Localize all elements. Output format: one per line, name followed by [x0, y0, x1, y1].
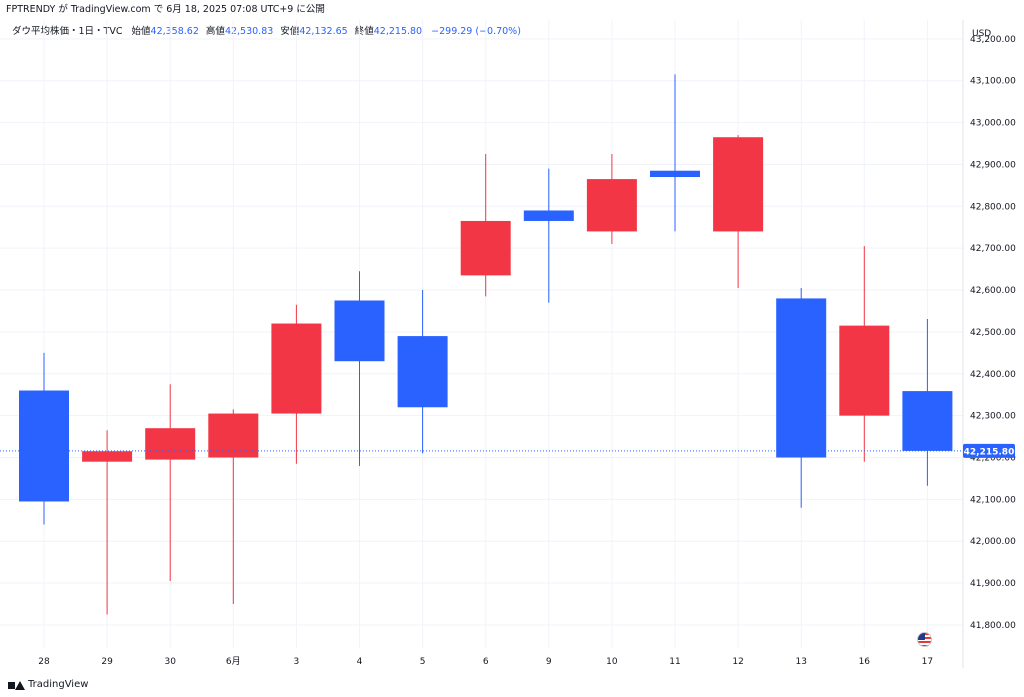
currency-label: USD — [972, 29, 991, 39]
x-tick-label: 9 — [546, 657, 552, 667]
publish-info: FPTRENDY が TradingView.com で 6月 18, 2025… — [6, 4, 325, 15]
last-price-badge — [963, 443, 1015, 458]
candle-body — [460, 220, 511, 276]
candle-body — [776, 298, 827, 458]
y-tick-label: 43,200.00 — [970, 35, 1016, 45]
candle[interactable] — [460, 153, 511, 297]
candle-body — [650, 170, 700, 177]
close-value: 42,215.80 — [373, 26, 423, 37]
open-value: 42,358.62 — [150, 26, 199, 37]
candle[interactable] — [839, 246, 890, 462]
candle-body — [839, 325, 890, 416]
x-tick-label: 3 — [294, 657, 300, 667]
candle-body — [145, 428, 196, 460]
y-tick-label: 42,400.00 — [970, 370, 1016, 380]
candle[interactable] — [145, 384, 196, 582]
y-tick-label: 41,900.00 — [970, 579, 1016, 589]
candle[interactable] — [776, 287, 827, 508]
candle-body — [902, 391, 953, 451]
candle[interactable] — [713, 135, 764, 288]
brand-label: TradingView — [28, 679, 89, 690]
candle[interactable] — [82, 430, 133, 615]
y-tick-label: 42,100.00 — [970, 495, 1016, 505]
x-tick-label: 11 — [669, 657, 680, 667]
close-label: 終値 — [354, 26, 374, 37]
candle-body — [334, 300, 385, 362]
y-tick-label: 41,800.00 — [970, 621, 1016, 631]
price-axis: USD 41,800.00 41,900.00 42,000.00 42,100.00… — [962, 20, 1016, 668]
candle-body — [19, 390, 69, 502]
tradingview-logo-icon — [8, 680, 25, 690]
y-tick-label: 42,200.00 — [970, 454, 1016, 464]
x-tick-label: 30 — [164, 657, 176, 667]
y-tick-label: 42,500.00 — [970, 328, 1016, 338]
low-label: 安値 — [280, 26, 300, 37]
candle-body — [397, 336, 448, 408]
x-tick-label: 17 — [922, 657, 933, 667]
candle[interactable] — [208, 409, 259, 605]
grid-lines — [0, 20, 963, 648]
low-value: 42,132.65 — [299, 26, 348, 37]
candle[interactable] — [902, 318, 953, 486]
y-tick-label: 42,000.00 — [970, 537, 1016, 547]
change-value: −299.29 (−0.70%) — [431, 26, 521, 37]
x-tick-label: 6月 — [226, 656, 241, 667]
x-tick-label: 5 — [420, 657, 426, 667]
y-tick-label: 42,700.00 — [970, 244, 1016, 254]
candle-body — [82, 451, 133, 462]
x-tick-label: 10 — [606, 657, 618, 667]
high-label: 高値 — [205, 26, 225, 37]
candle-body — [713, 137, 764, 232]
tradingview-logo[interactable]: TradingView — [8, 678, 88, 692]
candle-body — [586, 179, 637, 232]
candle[interactable] — [523, 168, 574, 303]
y-tick-label: 42,300.00 — [970, 412, 1016, 422]
candles — [19, 74, 953, 615]
candle-body — [271, 323, 322, 414]
candle[interactable] — [334, 271, 385, 466]
ohlc-legend: ダウ平均株価・1日・TVC 始値42,358.62 高値42,530.83 安値… — [12, 24, 521, 40]
x-tick-label: 13 — [795, 657, 806, 667]
x-tick-label: 12 — [732, 657, 743, 667]
candle-body — [208, 413, 259, 458]
candle-body — [523, 210, 574, 221]
last-price-label: 42,215.80 — [964, 447, 1015, 457]
y-tick-label: 42,900.00 — [970, 160, 1016, 170]
y-tick-label: 42,600.00 — [970, 286, 1016, 296]
last-price-marker: 42,215.80 — [0, 443, 1015, 458]
y-tick-label: 43,100.00 — [970, 77, 1016, 87]
time-axis: 28 29 30 6月 3 4 5 6 9 10 11 12 13 16 17 — [38, 656, 933, 667]
x-tick-label: 29 — [101, 657, 113, 667]
x-tick-label: 16 — [859, 657, 871, 667]
candle[interactable] — [650, 74, 700, 232]
symbol-label[interactable]: ダウ平均株価・1日・TVC — [12, 26, 123, 37]
y-tick-label: 43,000.00 — [970, 119, 1016, 129]
candle[interactable] — [271, 304, 322, 464]
open-label: 始値 — [131, 26, 151, 37]
x-tick-label: 28 — [38, 657, 50, 667]
candle[interactable] — [397, 290, 448, 454]
high-value: 42,530.83 — [224, 26, 274, 37]
y-tick-label: 42,800.00 — [970, 202, 1016, 212]
x-tick-label: 4 — [357, 657, 363, 667]
candle[interactable] — [586, 153, 637, 244]
candle[interactable] — [19, 352, 69, 525]
x-tick-label: 6 — [483, 657, 489, 667]
us-flag-icon[interactable] — [917, 632, 932, 647]
